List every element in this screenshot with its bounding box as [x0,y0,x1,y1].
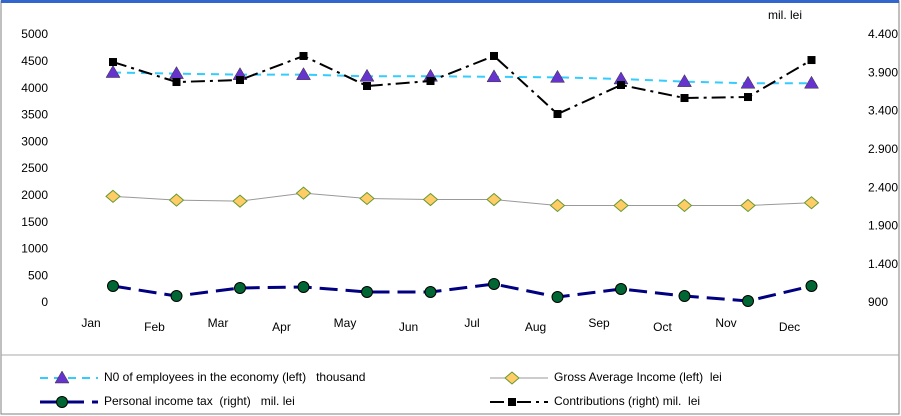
legend-marker [54,370,70,384]
data-point [296,67,311,80]
data-point [677,74,692,87]
data-point [549,198,566,213]
series-line [112,282,812,303]
data-point [359,68,375,82]
x-tick-label: Dec [779,320,800,334]
y2-tick-label: 4.400 [868,27,898,41]
y-tick-label: 1500 [21,215,48,229]
legend-label: Personal income tax (right) mil. lei [104,394,295,408]
data-point [295,186,312,200]
x-tick-label: May [334,316,357,330]
data-point [426,77,435,86]
series-line [112,192,812,206]
y2-tick-label: 1.900 [868,219,898,233]
data-point [615,282,627,295]
data-point [297,280,310,293]
data-point [486,192,502,207]
data-point [617,81,625,90]
data-point [422,192,439,207]
y-tick-label: 3500 [21,108,48,122]
y-tick-label: 0 [41,295,48,309]
data-point [803,196,820,210]
y-tick-label: 4500 [21,54,48,68]
data-point [424,285,437,298]
data-point [359,191,375,206]
data-point [740,75,756,89]
x-tick-label: Feb [144,320,165,334]
x-tick-label: Jun [399,320,418,334]
x-tick-label: Jan [81,316,100,330]
y-tick-label: 1000 [21,242,48,256]
series-line [112,54,813,116]
data-point [105,189,121,203]
data-point [490,51,498,60]
data-point [550,69,565,83]
legend-label: Gross Average Income (left) lei [554,370,722,384]
y-tick-label: 500 [28,268,48,282]
data-point [744,93,752,102]
y2-tick-label: 900 [868,295,888,309]
data-point [740,198,756,213]
data-point [107,280,119,293]
data-point [105,65,121,78]
y2-tick-label: 3.400 [868,104,898,118]
y-tick-label: 3000 [21,134,48,148]
y-tick-label: 2000 [21,188,48,202]
data-point [805,280,818,293]
data-point [299,51,308,60]
legend-label: Contributions (right) mil. lei [554,394,700,408]
legend-label: N0 of employees in the economy (left) th… [104,370,365,384]
data-point [613,198,629,213]
data-point [551,291,564,304]
data-point [172,78,181,87]
x-tick-label: Nov [715,316,736,330]
y-tick-label: 5000 [21,27,48,41]
series-line [112,71,812,85]
data-point [170,290,183,303]
x-tick-label: Oct [653,320,672,334]
data-point [109,58,117,67]
y2-tick-label: 2.900 [868,142,898,156]
data-point [553,110,562,119]
data-point [488,278,500,291]
data-point [361,285,373,298]
data-point [678,290,691,303]
data-point [363,81,371,90]
data-point [168,193,185,207]
data-point [807,56,816,65]
y2-tick-label: 2.400 [868,180,898,194]
data-point [486,69,502,83]
y2-tick-label: 3.900 [868,65,898,79]
data-point [742,295,754,308]
y-tick-label: 2500 [21,161,48,175]
data-point [236,76,244,85]
data-point [804,75,819,89]
y-tick-label: 4000 [21,81,48,95]
legend-marker [56,396,68,408]
data-point [676,198,693,213]
x-tick-label: Apr [272,320,291,334]
x-tick-label: Aug [525,320,546,334]
data-point [680,94,689,103]
legend-marker [508,398,516,406]
data-point [234,281,246,294]
y2-axis-label: mil. lei [768,8,802,22]
x-tick-label: Sep [588,316,610,330]
y2-tick-label: 1.400 [868,257,898,271]
x-tick-label: Mar [208,316,229,330]
data-point [232,194,248,208]
legend-marker [504,371,520,385]
x-tick-label: Jul [464,316,479,330]
